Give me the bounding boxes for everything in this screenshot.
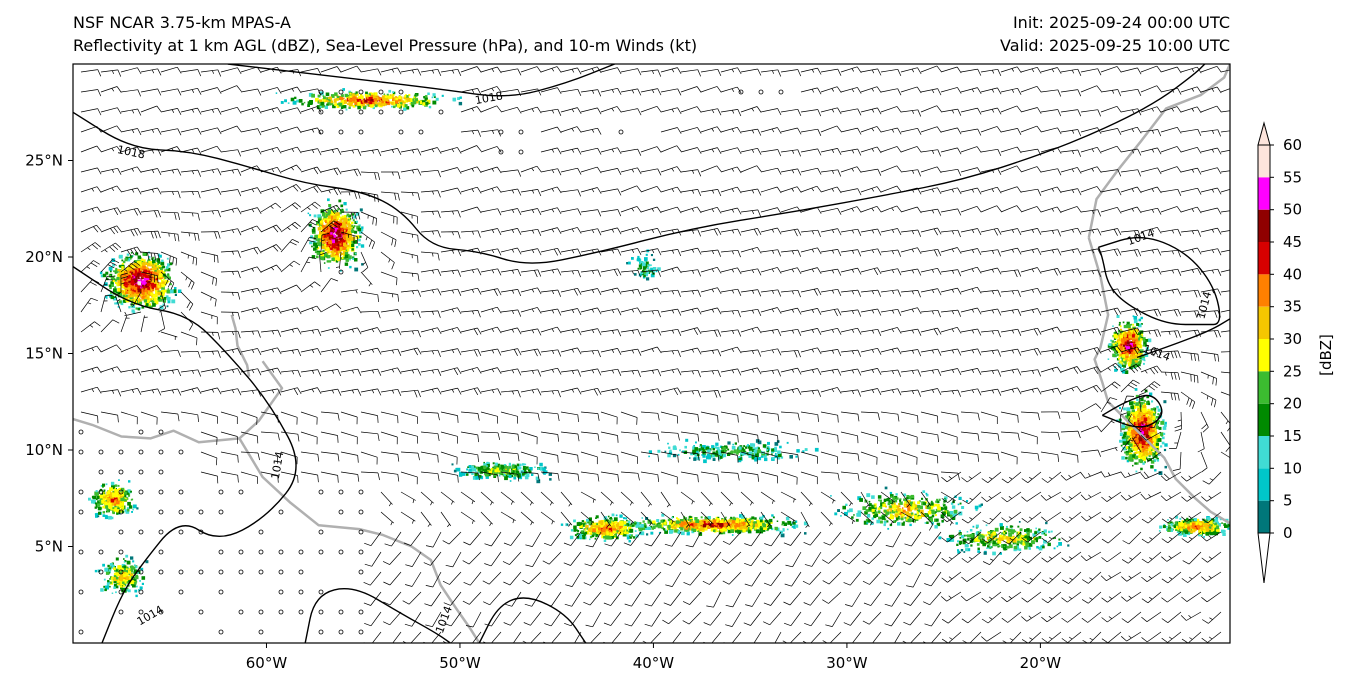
coastline — [238, 437, 481, 643]
lat-tick-label: 5°N — [35, 538, 63, 556]
isobar-line — [304, 588, 451, 643]
colorbar-tick-label: 15 — [1283, 427, 1302, 445]
colorbar-segment — [1258, 339, 1270, 372]
isobar-label: 1014 — [269, 450, 287, 480]
colorbar-segment — [1258, 436, 1270, 469]
init-time: Init: 2025-09-24 00:00 UTC — [1012, 13, 1230, 32]
reflectivity-cell — [94, 554, 149, 598]
isobar-layer — [73, 64, 1230, 643]
colorbar-tick-label: 60 — [1283, 136, 1302, 154]
colorbar-tick-label: 30 — [1283, 330, 1302, 348]
isobar-line — [1101, 394, 1163, 428]
colorbar-segment — [1258, 306, 1270, 339]
isobar-label: 1018 — [474, 89, 504, 107]
isobar-label: 1018 — [116, 143, 146, 162]
reflectivity-cell — [1107, 315, 1152, 374]
coastline-layer — [73, 64, 1230, 643]
lon-tick-label: 30°W — [826, 654, 868, 672]
colorbar-over-arrow — [1257, 121, 1271, 146]
lon-tick-label: 50°W — [439, 654, 481, 672]
reflectivity-cell — [560, 513, 649, 543]
colorbar-under-arrow — [1257, 532, 1271, 584]
coastline — [230, 314, 251, 377]
isobar-line — [1136, 318, 1230, 359]
colorbar-label: [dBZ] — [1317, 334, 1335, 376]
colorbar-tick-label: 55 — [1283, 168, 1302, 186]
reflectivity-cell — [275, 88, 463, 111]
field-description: Reflectivity at 1 km AGL (dBZ), Sea-Leve… — [73, 36, 698, 55]
colorbar-segment — [1258, 145, 1270, 178]
colorbar-tick-label: 50 — [1283, 201, 1302, 219]
lat-tick-label: 20°N — [25, 248, 63, 266]
coastline — [73, 360, 284, 444]
colorbar-tick-label: 20 — [1283, 395, 1302, 413]
axis-ticks: 60°W 50°W 40°W 30°W 20°W 5°N 10°N 15°N 20°N 25°N — [25, 152, 1061, 673]
model-title: NSF NCAR 3.75-km MPAS-A — [73, 13, 291, 32]
lat-tick-label: 10°N — [25, 441, 63, 459]
lat-tick-label: 15°N — [25, 345, 63, 363]
colorbar-tick-label: 45 — [1283, 233, 1302, 251]
reflectivity-cell — [88, 479, 139, 520]
reflectivity-cell — [626, 249, 661, 281]
colorbar-segment — [1258, 242, 1270, 275]
colorbar-segment — [1258, 403, 1270, 436]
lon-tick-label: 60°W — [246, 654, 288, 672]
wind-barb-layer — [78, 65, 1230, 643]
lat-tick-label: 25°N — [25, 152, 63, 170]
colorbar-segment — [1258, 500, 1270, 533]
wind-barbs — [78, 65, 1230, 643]
reflectivity-cell — [307, 198, 365, 272]
valid-time: Valid: 2025-09-25 10:00 UTC — [999, 36, 1230, 55]
colorbar-tick-label: 5 — [1283, 492, 1293, 510]
colorbar-tick-label: 25 — [1283, 362, 1302, 380]
reflectivity-cell — [620, 513, 808, 538]
colorbar-tick-label: 40 — [1283, 265, 1302, 283]
colorbar-segment — [1258, 468, 1270, 501]
colorbar: 0 5 10 15 20 25 30 35 40 45 50 55 60 [dBZ] — [1257, 121, 1335, 584]
colorbar-segment — [1258, 371, 1270, 404]
colorbar-tick-label: 0 — [1283, 524, 1293, 542]
isobar-line — [73, 266, 297, 643]
coastline — [1087, 64, 1230, 238]
isobar-line — [227, 64, 615, 97]
lon-tick-label: 20°W — [1020, 654, 1062, 672]
colorbar-segment — [1258, 209, 1270, 242]
colorbar-segment — [1258, 274, 1270, 307]
reflectivity-layer — [88, 88, 1230, 598]
lon-tick-label: 40°W — [633, 654, 675, 672]
coastline — [1087, 237, 1230, 525]
isobar-line — [73, 64, 1206, 264]
colorbar-tick-label: 35 — [1283, 298, 1302, 316]
colorbar-segment — [1258, 177, 1270, 210]
colorbar-tick-label: 10 — [1283, 459, 1302, 477]
isobar-line — [1097, 236, 1221, 326]
reflectivity-cell — [1158, 515, 1230, 538]
